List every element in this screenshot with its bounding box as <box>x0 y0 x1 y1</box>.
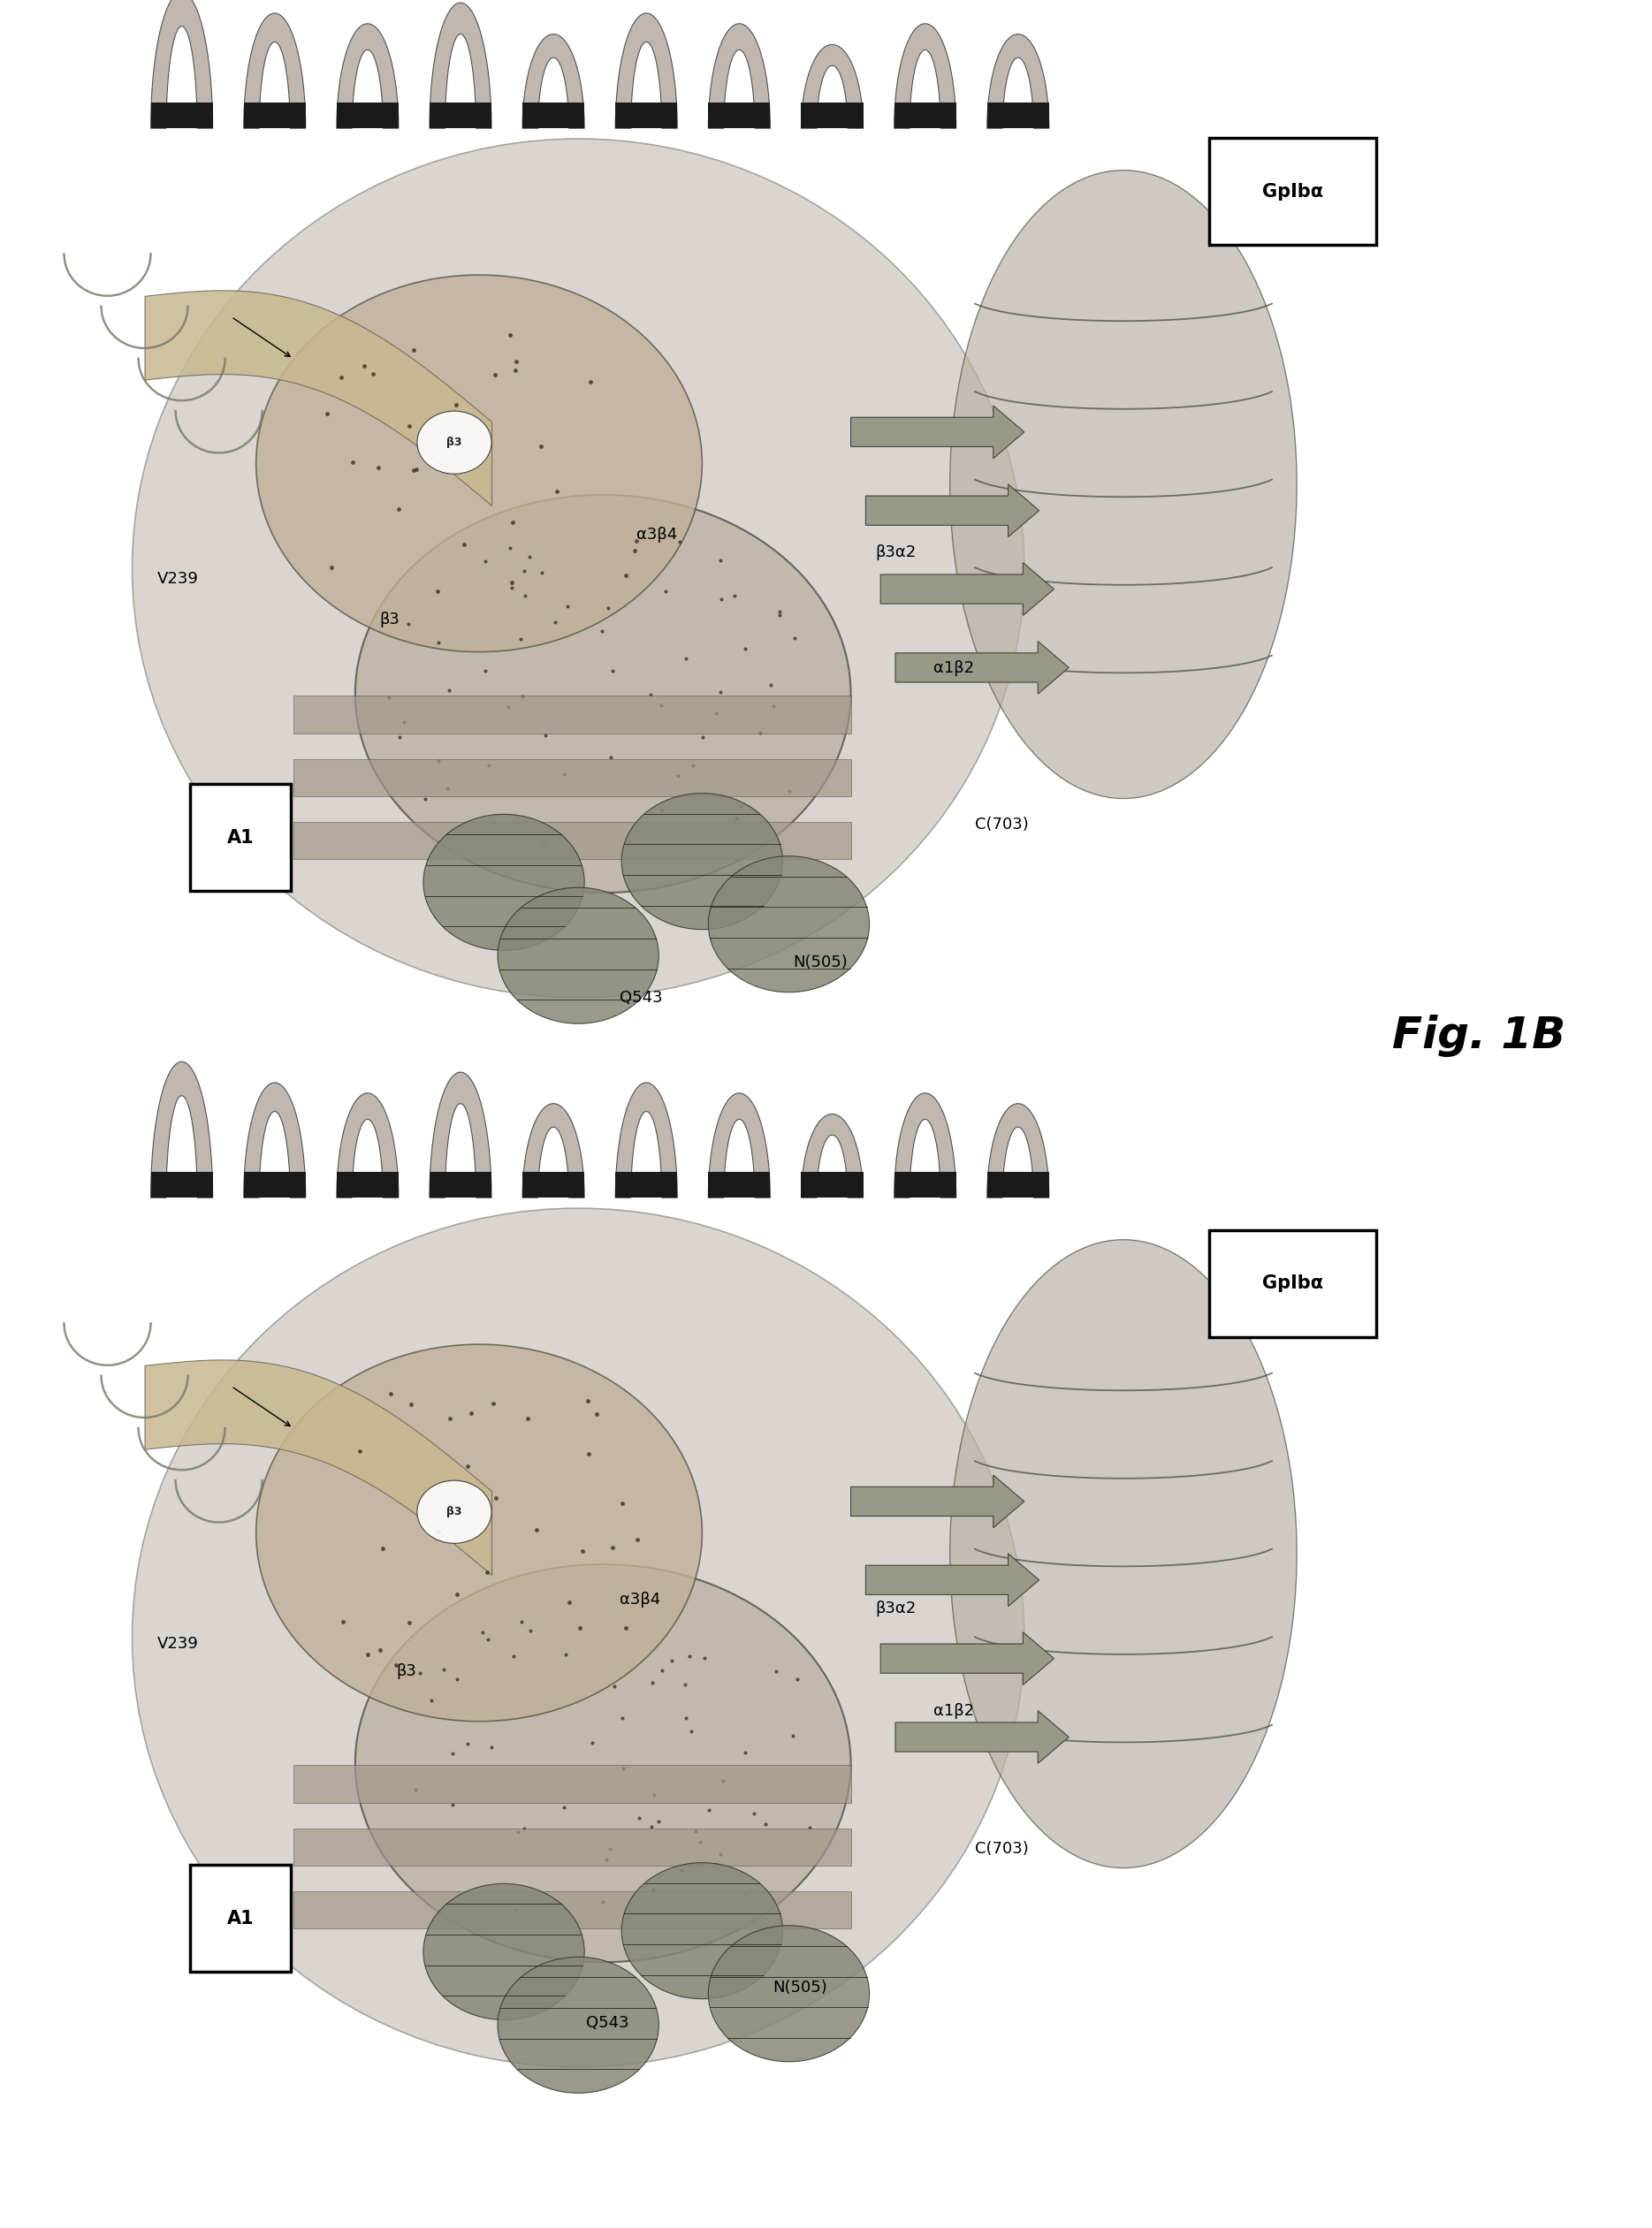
Text: α3β4: α3β4 <box>620 1591 661 1609</box>
Ellipse shape <box>497 1956 659 2092</box>
Polygon shape <box>430 2 492 129</box>
Bar <box>709 1172 770 1199</box>
Bar <box>801 1172 864 1199</box>
Bar <box>150 1172 213 1199</box>
Ellipse shape <box>256 1343 702 1722</box>
Text: α3β4: α3β4 <box>636 526 677 544</box>
Text: A1: A1 <box>226 1909 254 1927</box>
Text: N(505): N(505) <box>773 1978 828 1996</box>
Bar <box>337 102 398 129</box>
Bar <box>244 1172 306 1199</box>
Ellipse shape <box>416 412 492 475</box>
Bar <box>430 1172 492 1199</box>
Text: Fig. 1B: Fig. 1B <box>1391 1014 1566 1058</box>
Ellipse shape <box>132 1208 1024 2068</box>
Text: C(703): C(703) <box>975 815 1029 833</box>
Text: β3α2: β3α2 <box>876 544 917 561</box>
Bar <box>522 102 585 129</box>
Bar <box>522 1172 585 1199</box>
Bar <box>709 102 770 129</box>
Ellipse shape <box>621 793 783 929</box>
FancyArrow shape <box>895 642 1069 693</box>
Text: β3: β3 <box>446 1506 463 1517</box>
Text: V239: V239 <box>157 1635 198 1653</box>
Bar <box>986 102 1049 129</box>
Text: β3: β3 <box>380 610 400 628</box>
Polygon shape <box>150 0 213 129</box>
Ellipse shape <box>423 813 585 951</box>
Text: α1β2: α1β2 <box>933 659 975 677</box>
Polygon shape <box>615 13 677 129</box>
FancyArrow shape <box>881 1633 1054 1684</box>
Ellipse shape <box>621 1863 783 1999</box>
Polygon shape <box>894 25 957 129</box>
Ellipse shape <box>355 495 851 893</box>
FancyArrow shape <box>881 564 1054 615</box>
Text: N(505): N(505) <box>793 954 847 971</box>
Polygon shape <box>986 33 1049 129</box>
Ellipse shape <box>950 169 1297 798</box>
Polygon shape <box>894 1094 957 1199</box>
Bar <box>337 1172 398 1199</box>
Bar <box>244 102 306 129</box>
Text: V239: V239 <box>157 570 198 588</box>
FancyBboxPatch shape <box>190 1865 291 1972</box>
Ellipse shape <box>497 887 659 1023</box>
Polygon shape <box>522 1103 585 1199</box>
Polygon shape <box>337 25 398 129</box>
FancyBboxPatch shape <box>1209 138 1376 245</box>
Polygon shape <box>801 1114 864 1199</box>
Polygon shape <box>337 1094 398 1199</box>
Ellipse shape <box>709 856 869 991</box>
FancyBboxPatch shape <box>1209 1230 1376 1337</box>
Ellipse shape <box>416 1479 492 1544</box>
Text: Q543: Q543 <box>586 2014 629 2032</box>
Ellipse shape <box>709 1925 869 2061</box>
Polygon shape <box>150 1063 213 1199</box>
Text: α1β2: α1β2 <box>933 1702 975 1720</box>
Polygon shape <box>430 1072 492 1199</box>
Text: A1: A1 <box>226 829 254 847</box>
Bar <box>894 102 957 129</box>
Polygon shape <box>244 13 306 129</box>
Bar <box>801 102 864 129</box>
Text: C(703): C(703) <box>975 1840 1029 1858</box>
FancyArrow shape <box>851 1475 1024 1528</box>
Ellipse shape <box>355 1564 851 1963</box>
Text: β3: β3 <box>446 437 463 448</box>
Text: GpIbα: GpIbα <box>1262 1274 1323 1292</box>
Bar <box>615 1172 677 1199</box>
Bar <box>986 1172 1049 1199</box>
Polygon shape <box>986 1103 1049 1199</box>
Polygon shape <box>801 45 864 129</box>
Polygon shape <box>522 33 585 129</box>
Polygon shape <box>615 1083 677 1199</box>
Polygon shape <box>709 1094 770 1199</box>
FancyArrow shape <box>866 483 1039 537</box>
Text: β3: β3 <box>396 1662 416 1680</box>
Polygon shape <box>244 1083 306 1199</box>
Ellipse shape <box>132 138 1024 998</box>
Text: Q543: Q543 <box>620 989 662 1007</box>
Ellipse shape <box>950 1239 1297 1867</box>
Bar <box>150 102 213 129</box>
FancyArrow shape <box>851 405 1024 459</box>
Ellipse shape <box>256 274 702 653</box>
FancyBboxPatch shape <box>190 784 291 891</box>
Bar <box>615 102 677 129</box>
Polygon shape <box>709 25 770 129</box>
FancyArrow shape <box>895 1711 1069 1762</box>
Text: GpIbα: GpIbα <box>1262 183 1323 201</box>
FancyArrow shape <box>866 1553 1039 1606</box>
Bar <box>430 102 492 129</box>
Bar <box>894 1172 957 1199</box>
Ellipse shape <box>423 1883 585 2021</box>
Text: β3α2: β3α2 <box>876 1600 917 1618</box>
